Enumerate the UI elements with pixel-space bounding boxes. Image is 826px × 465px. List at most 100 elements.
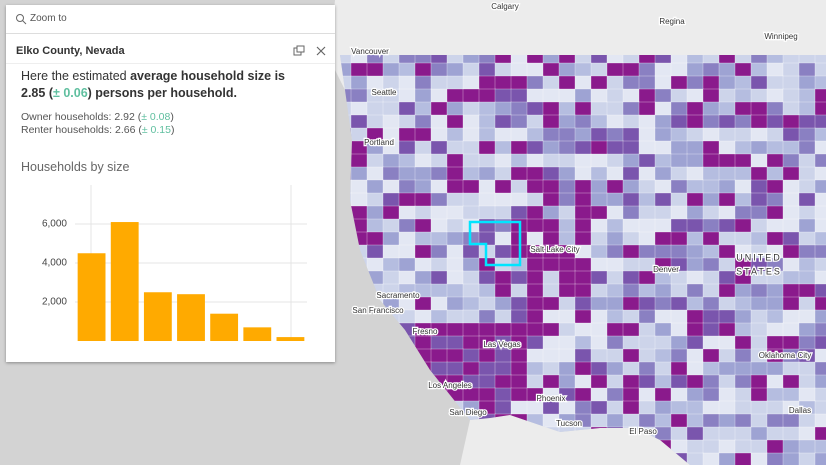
county bbox=[702, 127, 720, 142]
county bbox=[750, 283, 768, 298]
bar bbox=[143, 292, 172, 341]
county bbox=[558, 283, 576, 298]
dock-button[interactable] bbox=[293, 45, 305, 57]
county bbox=[670, 348, 688, 363]
county bbox=[718, 413, 736, 428]
county bbox=[686, 179, 704, 194]
county bbox=[494, 270, 512, 285]
county bbox=[558, 153, 576, 168]
county bbox=[462, 101, 480, 116]
county bbox=[382, 205, 400, 220]
county bbox=[654, 231, 672, 246]
county bbox=[510, 387, 528, 402]
county bbox=[702, 244, 720, 259]
county bbox=[622, 413, 640, 428]
county bbox=[606, 231, 624, 246]
county bbox=[766, 452, 784, 465]
county bbox=[542, 348, 560, 363]
county bbox=[798, 179, 816, 194]
county bbox=[622, 166, 640, 181]
county bbox=[462, 361, 480, 376]
county bbox=[782, 452, 800, 465]
county bbox=[462, 62, 480, 77]
county bbox=[366, 166, 384, 181]
county bbox=[702, 166, 720, 181]
county bbox=[734, 114, 752, 129]
y-tick-label: 4,000 bbox=[42, 258, 67, 269]
close-button[interactable] bbox=[315, 45, 327, 57]
county bbox=[526, 62, 544, 77]
county bbox=[526, 88, 544, 103]
row: Renter households: 2.66 (± 0.15) bbox=[21, 124, 174, 137]
county bbox=[670, 309, 688, 324]
county bbox=[478, 179, 496, 194]
county bbox=[446, 322, 464, 337]
county bbox=[478, 62, 496, 77]
county bbox=[446, 244, 464, 259]
county bbox=[750, 179, 768, 194]
county bbox=[686, 218, 704, 233]
county bbox=[718, 88, 736, 103]
county bbox=[782, 270, 800, 285]
county bbox=[798, 322, 816, 337]
county bbox=[670, 101, 688, 116]
county bbox=[718, 283, 736, 298]
county bbox=[510, 361, 528, 376]
county bbox=[686, 270, 704, 285]
county bbox=[430, 62, 448, 77]
county bbox=[702, 296, 720, 311]
county bbox=[798, 413, 816, 428]
county bbox=[814, 400, 826, 415]
county bbox=[606, 309, 624, 324]
county bbox=[654, 361, 672, 376]
county bbox=[430, 231, 448, 246]
county bbox=[734, 439, 752, 454]
county bbox=[430, 309, 448, 324]
county bbox=[606, 400, 624, 415]
county bbox=[670, 166, 688, 181]
county bbox=[702, 322, 720, 337]
zoom-to-button[interactable]: Zoom to bbox=[6, 5, 335, 34]
county bbox=[446, 140, 464, 155]
county bbox=[558, 192, 576, 207]
county bbox=[798, 75, 816, 90]
county bbox=[638, 348, 656, 363]
county bbox=[622, 296, 640, 311]
county bbox=[558, 361, 576, 376]
county bbox=[590, 400, 608, 415]
county bbox=[702, 88, 720, 103]
county bbox=[606, 348, 624, 363]
county bbox=[702, 413, 720, 428]
county bbox=[430, 166, 448, 181]
county bbox=[702, 348, 720, 363]
county bbox=[462, 192, 480, 207]
county bbox=[510, 192, 528, 207]
county bbox=[382, 231, 400, 246]
selected-county bbox=[468, 220, 522, 267]
county bbox=[462, 283, 480, 298]
county bbox=[798, 387, 816, 402]
county bbox=[558, 75, 576, 90]
county bbox=[670, 127, 688, 142]
county bbox=[462, 335, 480, 350]
county bbox=[430, 244, 448, 259]
county bbox=[750, 218, 768, 233]
county bbox=[558, 374, 576, 389]
county bbox=[814, 439, 826, 454]
map-label: Tucson bbox=[556, 419, 582, 428]
county bbox=[718, 166, 736, 181]
county bbox=[590, 101, 608, 116]
county bbox=[638, 153, 656, 168]
county bbox=[414, 244, 432, 259]
map-label: Winnipeg bbox=[764, 32, 797, 41]
margin: ± 0.08 bbox=[141, 111, 171, 123]
county bbox=[654, 88, 672, 103]
county bbox=[494, 387, 512, 402]
zoom-label[interactable]: Zoom to bbox=[30, 13, 67, 24]
county bbox=[734, 88, 752, 103]
county bbox=[478, 127, 496, 142]
county bbox=[446, 127, 464, 142]
county bbox=[366, 153, 384, 168]
